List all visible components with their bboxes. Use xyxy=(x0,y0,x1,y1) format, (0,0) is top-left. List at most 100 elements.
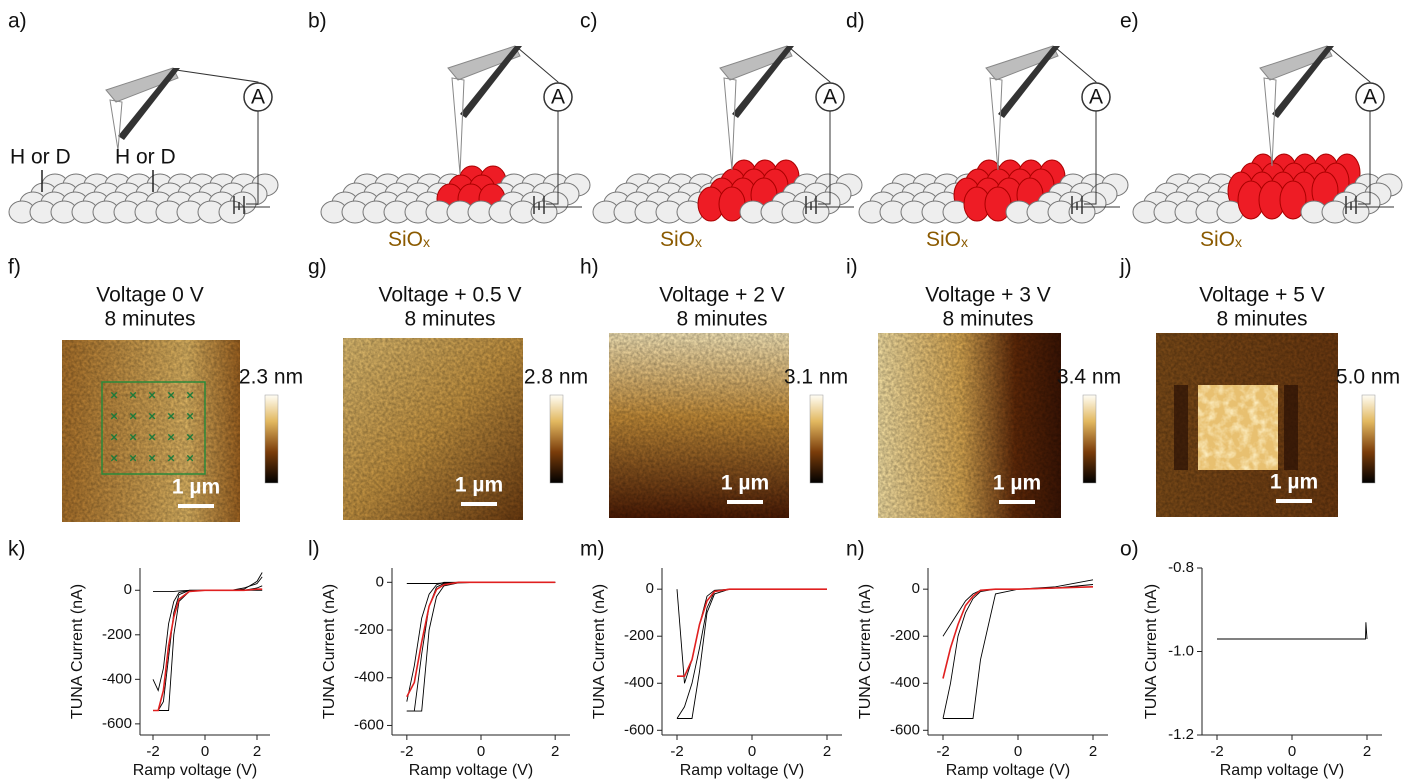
iv-curve xyxy=(677,588,827,677)
grid-point: × xyxy=(129,429,137,444)
tip xyxy=(109,99,123,151)
marker-label: H or D xyxy=(115,146,176,169)
substrate-sub: x xyxy=(695,234,702,250)
iv-curve xyxy=(406,581,556,712)
scale-bar-label: 1 µm xyxy=(993,472,1041,495)
wire xyxy=(1055,47,1097,83)
y-tick-label: -600 xyxy=(890,721,920,738)
x-tick-label: 2 xyxy=(823,743,831,760)
y-tick-label: -600 xyxy=(102,715,132,732)
substrate-atom xyxy=(218,200,246,224)
marker-label: H or D xyxy=(10,146,71,169)
iv-curve xyxy=(152,576,263,692)
wire xyxy=(246,111,259,205)
panel-label: e) xyxy=(1120,10,1139,33)
x-axis-label: Ramp voltage (V) xyxy=(946,762,1071,779)
y-tick-label: -200 xyxy=(890,627,920,644)
wire xyxy=(175,69,259,83)
grid-point: × xyxy=(129,387,137,402)
panel-label: h) xyxy=(580,256,599,279)
y-tick-label: -400 xyxy=(890,674,920,691)
y-tick-label: -400 xyxy=(354,669,384,686)
grid-box xyxy=(101,381,206,475)
x-tick-label: -2 xyxy=(936,743,949,760)
x-tick-label: -2 xyxy=(146,743,159,760)
grid-point: × xyxy=(110,450,118,465)
colorbar-label: 3.4 nm xyxy=(1057,366,1121,389)
y-tick-label: 0 xyxy=(124,581,132,598)
x-tick-label: 2 xyxy=(253,743,261,760)
image-title: 8 minutes xyxy=(942,308,1033,331)
substrate-sub: x xyxy=(1235,234,1242,250)
afm-texture xyxy=(609,333,789,518)
y-axis-label: TUNA Current (nA) xyxy=(321,584,338,719)
grid-point: × xyxy=(110,429,118,444)
ammeter-label: A xyxy=(251,86,265,109)
x-axis-label: Ramp voltage (V) xyxy=(133,762,258,779)
scale-bar-label: 1 µm xyxy=(721,472,769,495)
x-axis-label: Ramp voltage (V) xyxy=(409,762,534,779)
image-title: 8 minutes xyxy=(404,308,495,331)
grid-point: × xyxy=(167,429,175,444)
grid-point: × xyxy=(186,429,194,444)
y-tick-label: -400 xyxy=(624,674,654,691)
substrate-base: SiO xyxy=(660,228,695,251)
substrate-label: SiOx xyxy=(660,228,702,251)
colorbar xyxy=(549,394,564,484)
colorbar-label: 2.3 nm xyxy=(239,366,303,389)
red-atom xyxy=(1279,180,1307,220)
image-title: Voltage 0 V xyxy=(96,284,203,307)
colorbar xyxy=(809,394,824,484)
modified-texture xyxy=(1198,385,1278,470)
y-tick-label: -200 xyxy=(354,621,384,638)
image-title: Voltage + 3 V xyxy=(925,284,1051,307)
y-tick-label: -400 xyxy=(102,670,132,687)
y-tick-label: -600 xyxy=(354,716,384,733)
y-axis-label: TUNA Current (nA) xyxy=(591,584,608,719)
y-tick-label: -200 xyxy=(102,626,132,643)
image-title: 8 minutes xyxy=(676,308,767,331)
y-tick-label: 0 xyxy=(646,580,654,597)
panel-label: d) xyxy=(846,10,865,33)
grid-point: × xyxy=(186,387,194,402)
grid-point: × xyxy=(110,387,118,402)
x-axis-label: Ramp voltage (V) xyxy=(1220,762,1345,779)
scale-bar-label: 1 µm xyxy=(172,476,220,499)
grid-point: × xyxy=(129,450,137,465)
cantilever-edge xyxy=(118,68,180,140)
colorbar xyxy=(1082,394,1097,484)
panel-label: f) xyxy=(8,256,21,279)
colorbar xyxy=(264,394,279,484)
cantilever xyxy=(1259,45,1333,81)
x-axis-label: Ramp voltage (V) xyxy=(680,762,805,779)
trench xyxy=(1284,385,1298,470)
tip xyxy=(723,77,737,171)
y-tick-label: -200 xyxy=(624,627,654,644)
cantilever-edge xyxy=(460,46,522,118)
panel-label: g) xyxy=(308,256,327,279)
afm-texture xyxy=(878,333,1061,518)
substrate-base: SiO xyxy=(388,228,423,251)
ammeter-label: A xyxy=(551,86,565,109)
x-tick-label: -2 xyxy=(400,743,413,760)
substrate-sub: x xyxy=(423,234,430,250)
panel-label: n) xyxy=(846,538,865,561)
wire xyxy=(818,111,831,205)
image-title: 8 minutes xyxy=(104,308,195,331)
substrate-base: SiO xyxy=(926,228,961,251)
cantilever-edge xyxy=(1272,46,1334,118)
x-tick-label: 0 xyxy=(477,743,485,760)
y-tick-label: -1.2 xyxy=(1168,726,1194,743)
scale-bar xyxy=(461,502,497,506)
panel-label: j) xyxy=(1119,256,1132,279)
scale-bar-label: 1 µm xyxy=(455,474,503,497)
image-title: Voltage + 0.5 V xyxy=(378,284,521,307)
grid-point: × xyxy=(167,450,175,465)
panel-label: l) xyxy=(308,538,320,561)
iv-curve xyxy=(153,572,263,711)
grid-point: × xyxy=(167,408,175,423)
panel-label: b) xyxy=(308,10,327,33)
y-tick-label: 0 xyxy=(376,573,384,590)
scale-bar-label: 1 µm xyxy=(1270,471,1318,494)
y-axis-label: TUNA Current (nA) xyxy=(69,584,86,719)
